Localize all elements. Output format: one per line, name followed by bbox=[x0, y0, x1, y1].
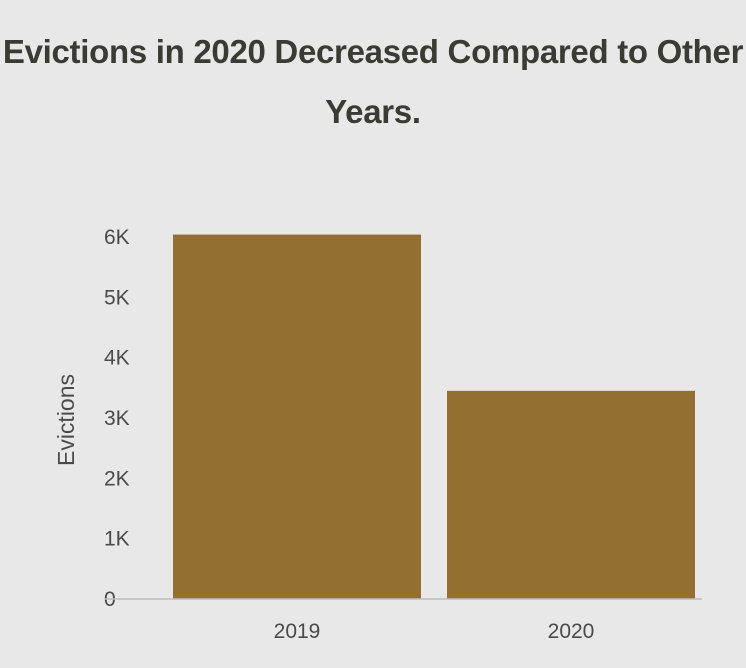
y-tick-label-5: 5K bbox=[104, 286, 130, 309]
y-axis-title: Evictions bbox=[53, 374, 79, 466]
y-tick-label-6: 6K bbox=[104, 226, 130, 249]
x-axis-tick-labels: 2019 2020 bbox=[274, 620, 595, 643]
chart-title: Evictions in 2020 Decreased Compared to … bbox=[2, 33, 744, 130]
y-tick-label-2: 2K bbox=[104, 467, 130, 490]
x-tick-label-2019: 2019 bbox=[274, 620, 321, 643]
bar-2019 bbox=[173, 234, 421, 599]
y-tick-label-1: 1K bbox=[104, 528, 130, 551]
bar-2020 bbox=[447, 390, 695, 599]
bars bbox=[173, 234, 695, 599]
y-tick-label-4: 4K bbox=[104, 347, 130, 370]
y-tick-label-3: 3K bbox=[104, 407, 130, 430]
x-tick-label-2020: 2020 bbox=[548, 620, 595, 643]
